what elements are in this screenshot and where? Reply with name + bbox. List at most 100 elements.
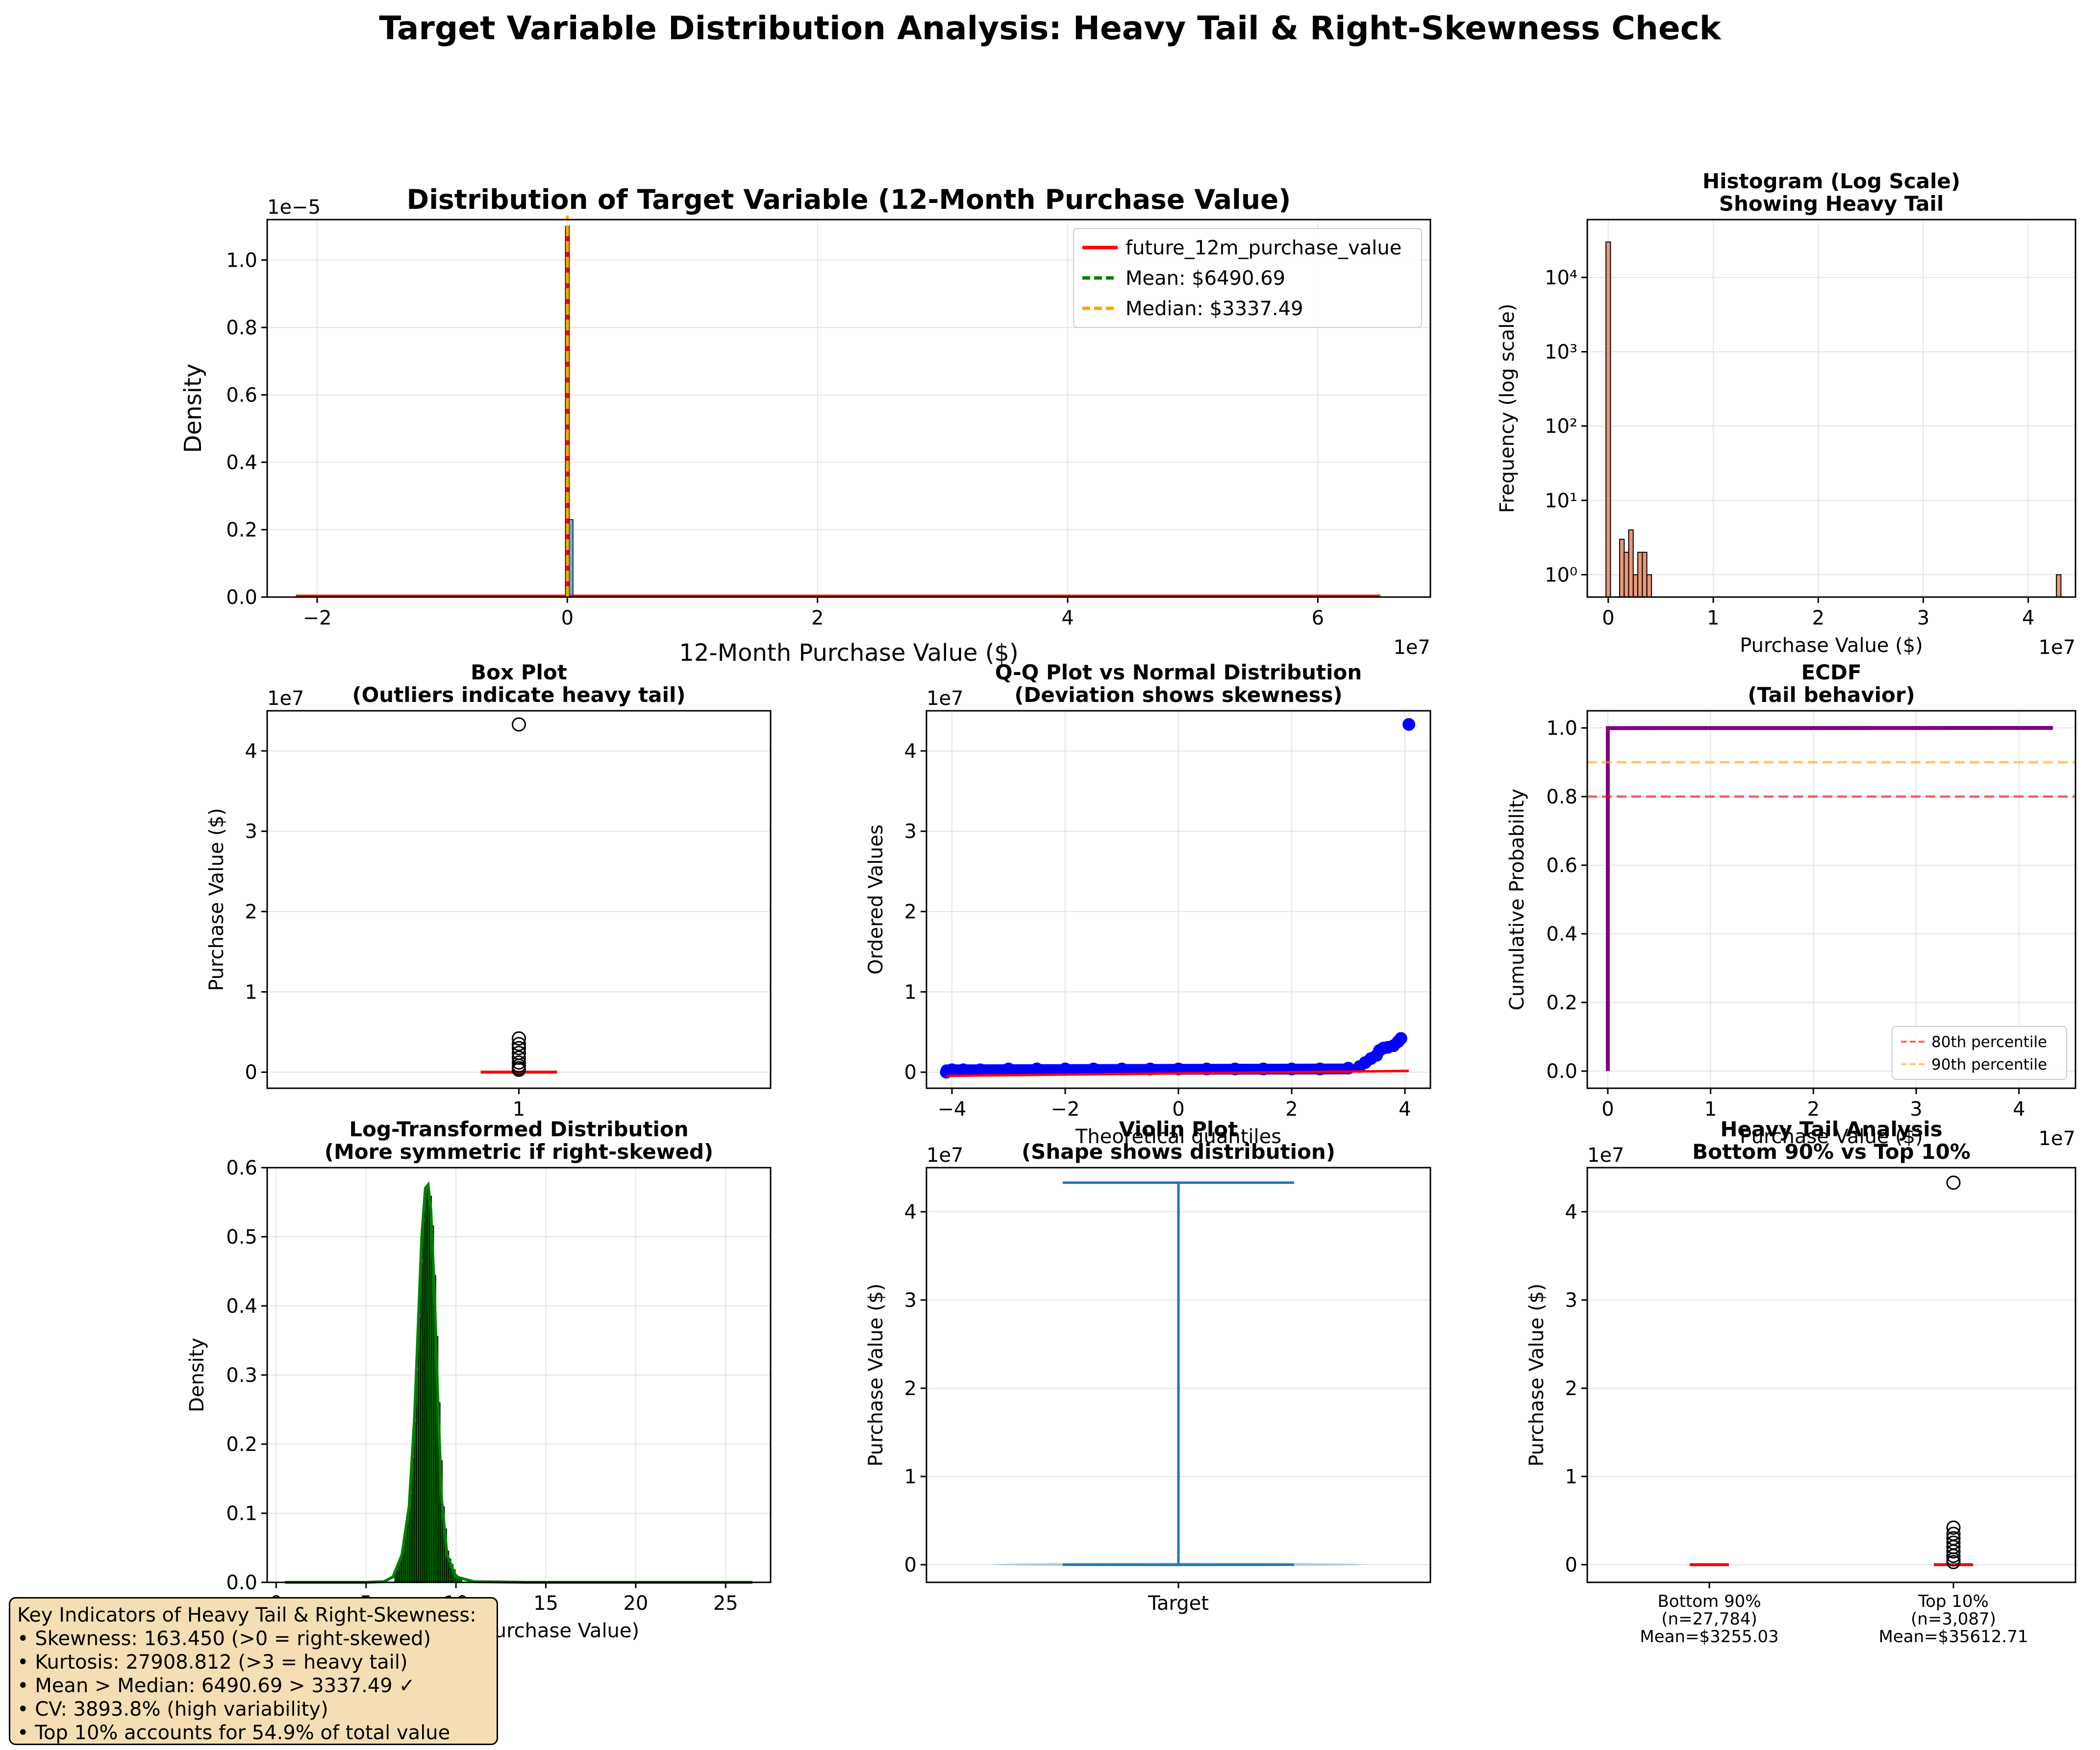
qq-point (957, 1063, 970, 1076)
ytick-label: 1.0 (226, 250, 257, 272)
ytick-label: 0.6 (1546, 854, 1577, 877)
annotation-line: Key Indicators of Heavy Tail & Right-Ske… (17, 1604, 476, 1626)
legend: future_12m_purchase_value Mean: $6490.69 M… (1073, 228, 1422, 328)
xtick-label: 2 (1285, 1098, 1298, 1121)
category-label: Top 10% (1918, 1592, 1989, 1611)
xtick-label: 20 (623, 1592, 648, 1615)
ytick-label: 1 (1565, 1466, 1577, 1488)
ytick-label: 2 (904, 1377, 917, 1400)
xtick-label: 3 (1917, 607, 1929, 629)
ytick-label: 4 (245, 740, 257, 763)
xtick-label: 2 (1812, 607, 1824, 629)
qq-point (1058, 1062, 1072, 1075)
ytick-label: 1 (904, 981, 917, 1003)
y-axis-label: Frequency (log scale) (1496, 303, 1519, 513)
ytick-label: 0 (904, 1554, 917, 1576)
qq-point (1087, 1062, 1100, 1075)
ytick-label: 1.0 (1546, 717, 1577, 740)
x-axis-label: 12-Month Purchase Value ($) (679, 639, 1018, 667)
qq-point (1115, 1062, 1128, 1075)
ytick-label: 0 (245, 1061, 257, 1084)
xtick-label: 25 (713, 1592, 738, 1615)
panel-title: Distribution of Target Variable (12-Mont… (407, 184, 1291, 215)
legend-label: Median: $3337.49 (1125, 298, 1303, 320)
ytick-label: 0.0 (1546, 1060, 1577, 1083)
xtick-label: 0 (1602, 607, 1614, 629)
annotation-line: • CV: 3893.8% (high variability) (17, 1698, 328, 1721)
qq-point (1394, 1032, 1407, 1045)
qq-fit-line (946, 1070, 1409, 1077)
y-scale-multiplier: 1e7 (1587, 1144, 1625, 1167)
y-axis-label: Cumulative Probability (1506, 789, 1528, 1010)
legend-label: 90th percentile (1931, 1056, 2047, 1074)
category-label: (n=3,087) (1911, 1609, 1996, 1629)
ytick-label: 0.5 (226, 1226, 257, 1249)
ytick-label: 0.2 (1546, 992, 1577, 1014)
outlier-point (512, 1041, 526, 1055)
ytick-label: 0.6 (226, 384, 257, 407)
panel-title: Q-Q Plot vs Normal Distribution (995, 660, 1362, 684)
xtick-label: 1 (1707, 607, 1719, 629)
panel-title: ECDF (1801, 660, 1861, 684)
ytick-label: 0.4 (226, 1295, 257, 1318)
annotation-line: • Kurtosis: 27908.812 (>3 = heavy tail) (17, 1651, 408, 1674)
qq-point (974, 1063, 987, 1076)
legend-label: 80th percentile (1931, 1033, 2047, 1051)
ytick-label: 3 (904, 1289, 917, 1312)
ytick-label: 3 (1565, 1289, 1577, 1312)
histogram-bar (1628, 529, 1634, 598)
ytick-label: 0.1 (226, 1502, 257, 1525)
qq-point (1402, 718, 1416, 731)
xtick-label: 0 (1172, 1098, 1184, 1121)
ytick-label: 4 (1565, 1201, 1577, 1224)
outlier-point (512, 1031, 526, 1046)
histogram-bar (1637, 551, 1643, 598)
panel-subtitle: Bottom 90% vs Top 10% (1692, 1140, 1971, 1164)
panel-title: Histogram (Log Scale) (1702, 169, 1960, 193)
xtick-label: −2 (1051, 1098, 1080, 1121)
outlier-point (512, 1037, 526, 1051)
qq-point (1002, 1062, 1015, 1075)
panel-subtitle: (More symmetric if right-skewed) (325, 1140, 713, 1164)
xtick-label: 6 (1312, 607, 1324, 629)
category-label: Mean=$35612.71 (1879, 1627, 2028, 1647)
outlier-point (1946, 1549, 1961, 1563)
panel-subtitle: (Shape shows distribution) (1022, 1140, 1335, 1164)
xtick-label: 1 (1704, 1098, 1717, 1121)
ytick-label: 4 (904, 1201, 917, 1224)
panel-subtitle: (Tail behavior) (1748, 683, 1915, 707)
xtick-label: −4 (937, 1098, 966, 1121)
ytick-label: 0.4 (226, 451, 257, 474)
outlier-point (512, 717, 526, 732)
y-axis-label: Ordered Values (865, 825, 887, 975)
qq-point (1030, 1062, 1044, 1075)
ytick-label: 2 (1565, 1377, 1577, 1400)
y-axis-label: Purchase Value ($) (865, 1283, 887, 1467)
annotation-line: • Top 10% accounts for 54.9% of total va… (17, 1722, 450, 1744)
category-label: (n=27,784) (1661, 1609, 1757, 1629)
ytick-label: 0.2 (226, 519, 257, 542)
ytick-label: 2 (245, 901, 257, 924)
ytick-label: 0.3 (226, 1364, 257, 1387)
ytick-label: 0 (904, 1061, 917, 1084)
ytick-label: 10² (1545, 415, 1577, 438)
outlier-point (1946, 1520, 1961, 1535)
y-scale-multiplier: 1e−5 (267, 196, 321, 219)
panel-ecdf: 0.0 0.2 0.4 0.6 0.8 1.0 0 1 2 3 4 ECDF(Tail behavio… (1506, 660, 2076, 1150)
qq-point (945, 1063, 958, 1076)
xtick-label: −2 (303, 607, 332, 629)
histogram-bar (1632, 574, 1639, 598)
histogram-bar (1605, 241, 1611, 598)
legend: 80th percentile 90th percentile (1892, 1026, 2067, 1080)
xtick-label: Target (1148, 1592, 1209, 1615)
panel-title: Box Plot (471, 660, 567, 684)
x-axis-label: Purchase Value ($) (1740, 634, 1923, 657)
outlier-point (512, 1062, 526, 1077)
plot-frame (1586, 219, 2076, 598)
ytick-label: 0.6 (226, 1157, 257, 1179)
histogram-bar (1624, 551, 1629, 598)
panel-title: Heavy Tail Analysis (1720, 1117, 1942, 1141)
xtick-label: 4 (1399, 1098, 1411, 1121)
xtick-label: 15 (533, 1592, 558, 1615)
y-scale-multiplier: 1e7 (926, 1144, 964, 1167)
